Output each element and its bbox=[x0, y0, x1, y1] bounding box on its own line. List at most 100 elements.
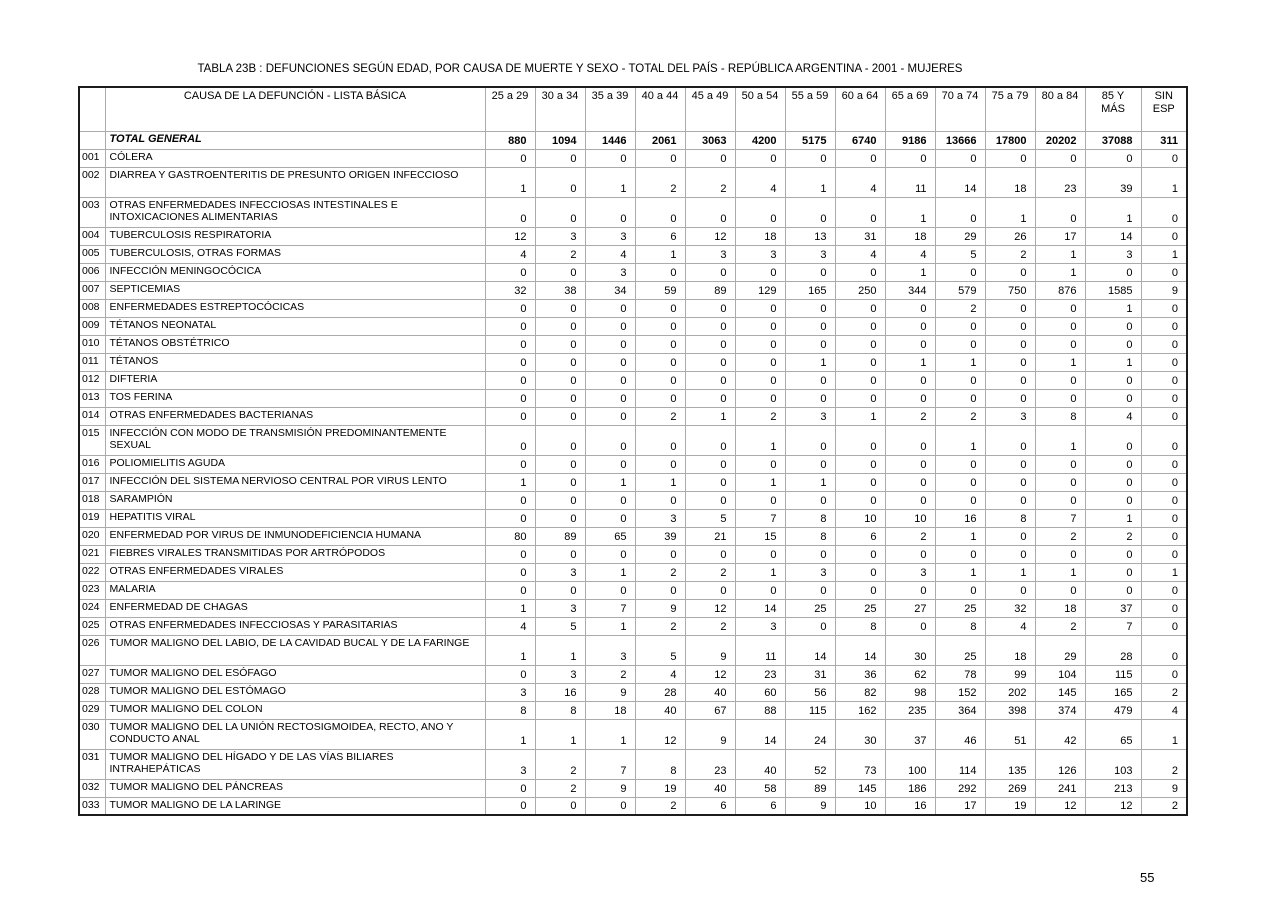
cell-value: 56 bbox=[784, 682, 836, 702]
cell-value: 1 bbox=[1084, 352, 1142, 372]
cell-value: 145 bbox=[834, 778, 886, 798]
cell-value: 0 bbox=[534, 316, 586, 336]
cell-value: 14 bbox=[734, 718, 786, 750]
cell-value: 2 bbox=[1140, 748, 1188, 780]
cell-value: 14 bbox=[784, 634, 836, 666]
cell-value: 0 bbox=[484, 664, 536, 684]
cell-value: 0 bbox=[684, 196, 736, 228]
cell-value: 5 bbox=[934, 244, 986, 264]
cell-value: 10 bbox=[884, 508, 936, 528]
table-row: 023 MALARIA 0 0 0 0 0 0 0 0 0 0 0 0 0 0 bbox=[78, 580, 1188, 600]
table-row: 018 SARAMPIÓN 0 0 0 0 0 0 0 0 0 0 0 0 0 0 bbox=[78, 490, 1188, 510]
cell-value: 0 bbox=[684, 454, 736, 474]
cell-value: 0 bbox=[484, 562, 536, 582]
cell-value: 344 bbox=[884, 280, 936, 300]
cell-value: 0 bbox=[484, 580, 536, 600]
cell-value: 0 bbox=[884, 370, 936, 390]
cell-value: 0 bbox=[484, 454, 536, 474]
cell-value: 0 bbox=[684, 580, 736, 600]
cell-value: 32 bbox=[984, 598, 1036, 618]
cell-value: 0 bbox=[834, 316, 886, 336]
cell-value: 0 bbox=[784, 388, 836, 408]
cell-value: 2 bbox=[634, 796, 686, 816]
cell-value: 11 bbox=[734, 634, 786, 666]
cell-value: 0 bbox=[1084, 472, 1142, 492]
cell-value: 0 bbox=[784, 148, 836, 168]
cell-value: 0 bbox=[834, 562, 886, 582]
cell-value: 16 bbox=[934, 508, 986, 528]
table-row: 003 OTRAS ENFERMEDADES INFECCIOSAS INTEST… bbox=[78, 196, 1188, 228]
cell-value: 2 bbox=[534, 748, 586, 780]
row-code: 019 bbox=[78, 508, 106, 528]
cell-value: 9 bbox=[684, 634, 736, 666]
cell-value: 3 bbox=[734, 244, 786, 264]
row-code: 015 bbox=[78, 424, 106, 456]
cell-value: 3 bbox=[734, 616, 786, 636]
column-header-age: 30 a 34 bbox=[534, 86, 586, 132]
cell-value: 0 bbox=[934, 472, 986, 492]
cell-value: 0 bbox=[734, 316, 786, 336]
cell-value: 3 bbox=[484, 682, 536, 702]
table-row: 024 ENFERMEDAD DE CHAGAS 1 3 7 9 12 14 25 25 27 25 3… bbox=[78, 598, 1188, 618]
cell-value: 292 bbox=[934, 778, 986, 798]
cell-value: 0 bbox=[484, 262, 536, 282]
cell-value: 3 bbox=[584, 226, 636, 246]
cell-value: 0 bbox=[1084, 388, 1142, 408]
cell-value: 3 bbox=[584, 634, 636, 666]
cell-value: 12 bbox=[484, 226, 536, 246]
cell-value: 0 bbox=[1034, 490, 1086, 510]
cell-value: 0 bbox=[834, 472, 886, 492]
total-value: 13666 bbox=[934, 130, 986, 150]
cell-value: 3 bbox=[484, 748, 536, 780]
cell-value: 0 bbox=[934, 370, 986, 390]
row-code: 031 bbox=[78, 748, 106, 780]
cell-value: 0 bbox=[584, 796, 636, 816]
cell-value: 0 bbox=[1084, 262, 1142, 282]
cell-value: 1 bbox=[1034, 562, 1086, 582]
cell-value: 0 bbox=[484, 148, 536, 168]
cell-value: 0 bbox=[684, 316, 736, 336]
cell-value: 0 bbox=[984, 490, 1036, 510]
cell-value: 3 bbox=[534, 226, 586, 246]
cell-value: 36 bbox=[834, 664, 886, 684]
cell-value: 42 bbox=[1034, 718, 1086, 750]
row-code: 013 bbox=[78, 388, 106, 408]
cell-value: 1 bbox=[934, 352, 986, 372]
cell-value: 0 bbox=[1084, 316, 1142, 336]
cell-value: 7 bbox=[584, 748, 636, 780]
cell-value: 3 bbox=[784, 244, 836, 264]
cell-value: 0 bbox=[684, 148, 736, 168]
cell-value: 0 bbox=[734, 196, 786, 228]
cell-value: 0 bbox=[734, 148, 786, 168]
cell-value: 0 bbox=[584, 508, 636, 528]
cell-value: 38 bbox=[534, 280, 586, 300]
cell-value: 0 bbox=[784, 196, 836, 228]
cell-value: 1 bbox=[734, 562, 786, 582]
cell-value: 2 bbox=[984, 244, 1036, 264]
cell-value: 2 bbox=[1140, 682, 1188, 702]
row-cause-name: INFECCIÓN CON MODO DE TRANSMISIÓN PREDOM… bbox=[104, 424, 486, 456]
total-value: 880 bbox=[484, 130, 536, 150]
cell-value: 3 bbox=[584, 262, 636, 282]
cell-value: 58 bbox=[734, 778, 786, 798]
cell-value: 0 bbox=[534, 166, 586, 198]
table-title: TABLA 23B : DEFUNCIONES SEGÚN EDAD, POR … bbox=[197, 63, 963, 75]
cell-value: 23 bbox=[1034, 166, 1086, 198]
cell-value: 3 bbox=[884, 562, 936, 582]
column-header-age: SIN ESP bbox=[1140, 86, 1188, 132]
cell-value: 6 bbox=[634, 226, 686, 246]
cell-value: 1 bbox=[984, 562, 1036, 582]
cell-value: 31 bbox=[834, 226, 886, 246]
cell-value: 165 bbox=[784, 280, 836, 300]
row-cause-name: DIARREA Y GASTROENTERITIS DE PRESUNTO OR… bbox=[104, 166, 486, 198]
cell-value: 0 bbox=[934, 544, 986, 564]
cell-value: 0 bbox=[984, 262, 1036, 282]
row-cause-name: ENFERMEDADES ESTREPTOCÓCICAS bbox=[104, 298, 486, 318]
table-row: 028 TUMOR MALIGNO DEL ESTÓMAGO 3 16 9 28 40 60 5… bbox=[78, 682, 1188, 702]
cell-value: 0 bbox=[834, 298, 886, 318]
cell-value: 1 bbox=[884, 196, 936, 228]
cell-value: 2 bbox=[634, 406, 686, 426]
table-row: 001 CÓLERA 0 0 0 0 0 0 0 0 0 0 0 0 0 0 bbox=[78, 148, 1188, 168]
cell-value: 0 bbox=[1140, 490, 1188, 510]
cell-value: 0 bbox=[1084, 562, 1142, 582]
